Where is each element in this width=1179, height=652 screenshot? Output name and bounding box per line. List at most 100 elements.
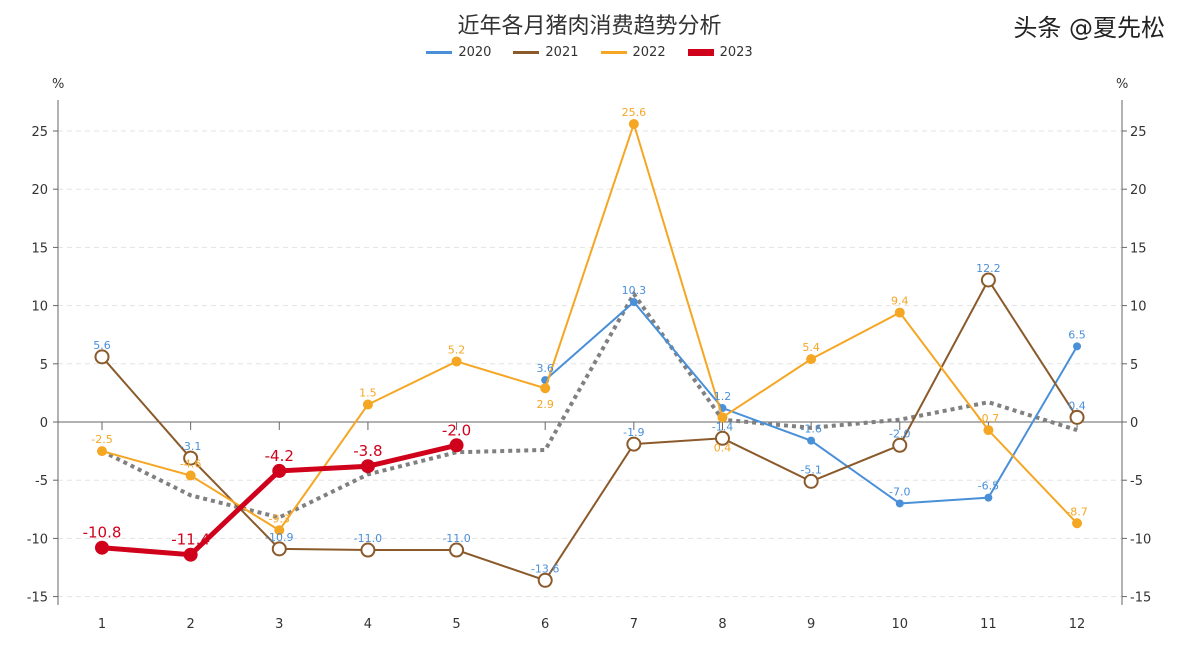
data-point [806,354,817,365]
data-label: -5.1 [800,463,821,476]
data-point [1073,342,1082,351]
x-tick-label: 3 [275,617,283,632]
data-label: 5.2 [448,343,466,356]
y-tick-left: 15 [31,241,48,256]
y-tick-right: -10 [1130,532,1151,547]
y-tick-left: 20 [31,183,48,198]
series-line-2021 [101,278,1078,582]
data-label: -4.2 [265,447,294,465]
data-label: -2.5 [91,433,112,446]
data-point [1072,518,1083,529]
x-tick-label: 9 [807,617,815,632]
data-label: -2.0 [442,421,471,439]
data-point [183,547,198,562]
y-tick-right: 25 [1130,125,1147,140]
y-tick-right: 15 [1130,241,1147,256]
series-line-average [101,290,1078,520]
data-label: -7.0 [889,485,910,498]
data-point [980,272,996,288]
data-point [360,542,376,558]
y-tick-left: 10 [31,300,48,315]
legend-label: 2021 [545,45,579,60]
data-point [183,450,199,466]
data-label: -3.8 [353,442,382,460]
legend-swatch [687,49,714,56]
x-tick-label: 8 [718,617,726,632]
data-point [449,438,464,453]
legend-swatch [513,51,540,54]
data-label: 5.6 [93,339,111,352]
data-label: 2.9 [536,398,554,411]
data-label: -9.3 [269,512,290,525]
data-point [362,399,373,410]
data-label: -4.6 [180,458,201,471]
y-tick-left: 25 [31,125,48,140]
y-tick-left: 0 [40,416,48,431]
data-point [274,525,285,536]
legend-item-2020[interactable]: 2020 [426,45,491,60]
data-label: -13.6 [531,562,559,575]
data-label: -3.1 [180,440,201,453]
legend-item-2021[interactable]: 2021 [513,45,579,60]
data-point [984,493,993,502]
legend-swatch [426,51,453,54]
data-label: 6.5 [1068,328,1086,341]
data-point [714,430,730,446]
legend-label: 2022 [632,45,666,60]
data-point [807,436,816,445]
data-point [895,499,904,508]
legend-swatch [600,51,627,54]
data-label: 0.4 [1068,399,1086,412]
data-label: 9.4 [891,295,909,308]
y-tick-right: -5 [1130,474,1143,489]
y-tick-right: 0 [1130,416,1138,431]
data-label: -10.9 [265,531,293,544]
data-label: -8.7 [1066,505,1087,518]
y-tick-right: -15 [1130,591,1151,606]
data-point [271,541,287,557]
data-label: 5.4 [802,341,820,354]
data-point [803,473,819,489]
data-label: 0.4 [714,441,732,454]
data-point [540,383,551,394]
data-label: -1.4 [712,420,733,433]
data-label: -2.0 [889,427,910,440]
y-tick-left: -5 [35,474,48,489]
x-tick-label: 4 [364,617,372,632]
data-label: -1.6 [800,423,821,436]
x-tick-label: 6 [541,617,549,632]
x-tick-label: 11 [980,617,997,632]
data-label: -1.9 [623,426,644,439]
y-axis-label-right: % [1116,77,1128,92]
data-point [97,446,107,457]
data-point [983,425,994,436]
data-point [360,459,375,474]
data-point [629,298,638,307]
data-point [628,119,639,130]
data-point [95,540,109,555]
x-tick-label: 5 [452,617,460,632]
legend-label: 2020 [458,45,492,60]
y-tick-right: 5 [1130,358,1138,373]
y-tick-left: -15 [27,591,48,606]
y-tick-left: -10 [27,532,48,547]
data-label: 12.2 [976,262,1001,275]
data-label: 1.5 [359,387,377,400]
data-point [894,307,905,318]
legend-item-2023[interactable]: 2023 [687,45,753,60]
data-point [451,356,462,367]
data-point [272,463,287,478]
x-tick-label: 12 [1069,617,1086,632]
legend-label: 2023 [719,45,753,60]
x-tick-label: 2 [186,617,194,632]
y-tick-right: 20 [1130,183,1147,198]
legend-item-2022[interactable]: 2022 [600,45,666,60]
y-tick-left: 5 [40,358,48,373]
x-tick-label: 10 [891,617,908,632]
data-point [892,437,908,453]
series-line-2022 [101,120,1078,532]
data-label: 10.3 [622,284,647,297]
data-point [717,412,728,423]
data-label: -11.4 [171,531,210,549]
